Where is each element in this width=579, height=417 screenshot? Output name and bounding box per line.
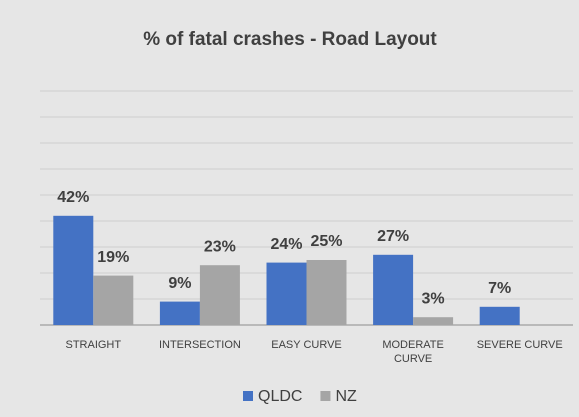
bar [199,265,240,325]
bar [479,306,520,325]
x-tick-label: SEVERE CURVE [476,339,563,351]
bar [373,254,414,325]
data-label: 3% [422,290,445,307]
bar [53,215,94,325]
legend-label: QLDC [258,388,302,405]
data-label: 25% [310,233,342,250]
data-label: 24% [270,236,302,253]
x-tick-label: STRAIGHT [65,339,122,351]
x-tick-label: MODERATE CURVE [382,339,444,365]
x-tick-label: INTERSECTION [158,339,241,351]
legend-swatch [243,391,253,401]
bar [266,262,307,325]
bar [306,260,347,325]
data-label: 9% [168,275,191,292]
chart-title: % of fatal crashes - Road Layout [143,29,437,50]
bar [159,301,200,325]
bar [93,275,134,325]
data-label: 23% [204,238,236,255]
data-label: 42% [57,189,89,206]
legend-swatch [320,391,331,401]
x-tick-label: EASY CURVE [271,339,342,351]
data-label: 27% [377,228,409,245]
bar [413,317,454,325]
legend-label: NZ [335,388,357,405]
data-label: 19% [97,249,129,266]
data-label: 7% [488,280,511,297]
